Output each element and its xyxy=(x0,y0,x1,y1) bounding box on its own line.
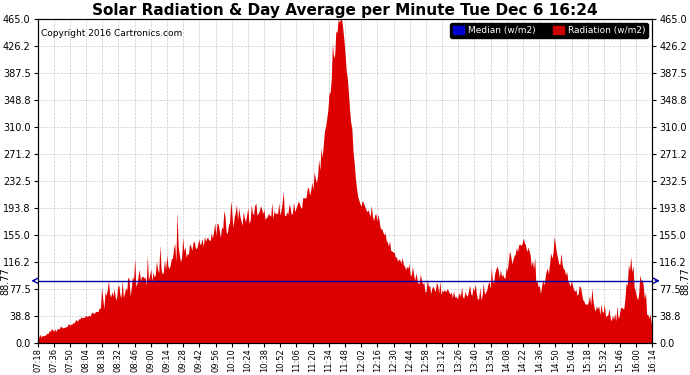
Text: 88.77: 88.77 xyxy=(680,267,690,295)
Text: 88.77: 88.77 xyxy=(0,267,10,295)
Text: Copyright 2016 Cartronics.com: Copyright 2016 Cartronics.com xyxy=(41,28,182,38)
Title: Solar Radiation & Day Average per Minute Tue Dec 6 16:24: Solar Radiation & Day Average per Minute… xyxy=(92,3,598,18)
Legend: Median (w/m2), Radiation (w/m2): Median (w/m2), Radiation (w/m2) xyxy=(451,24,648,38)
